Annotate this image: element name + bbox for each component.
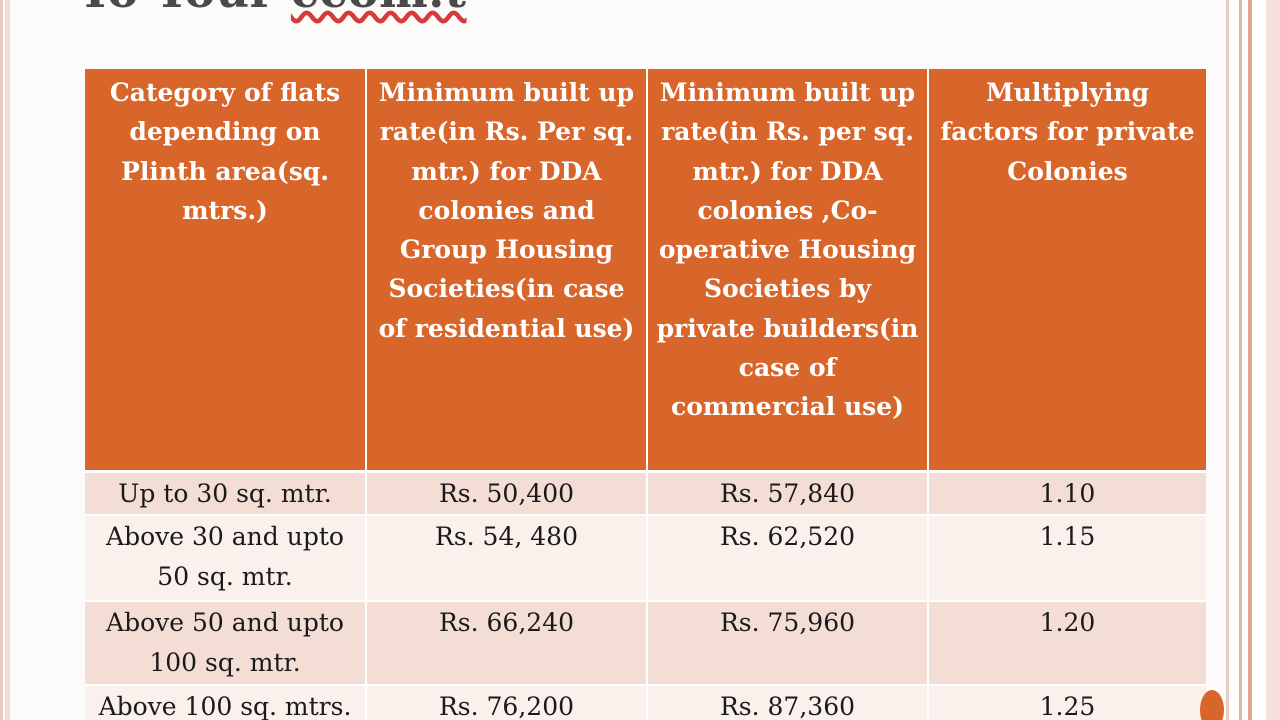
title-misspelled-word: ccom.t — [291, 0, 467, 18]
table-row: Above 30 and upto 50 sq. mtr. Rs. 54, 48… — [85, 514, 1206, 602]
cell-category: Above 50 and upto 100 sq. mtr. — [85, 600, 367, 686]
table-header-row: Category of flats depending on Plinth ar… — [85, 69, 1206, 473]
cell-category: Up to 30 sq. mtr. — [85, 471, 367, 516]
cell-category: Above 100 sq. mtrs. — [85, 684, 367, 720]
slide-right-border — [1226, 0, 1280, 720]
table-row: Above 50 and upto 100 sq. mtr. Rs. 66,24… — [85, 600, 1206, 686]
table-row: Above 100 sq. mtrs. Rs. 76,200 Rs. 87,36… — [85, 684, 1206, 720]
cell-commercial-rate: Rs. 62,520 — [647, 514, 929, 602]
header-dda-commercial-rate: Minimum built up rate(in Rs. per sq. mtr… — [647, 69, 929, 473]
cell-commercial-rate: Rs. 87,360 — [647, 684, 929, 720]
cell-residential-rate: Rs. 76,200 — [366, 684, 648, 720]
header-category: Category of flats depending on Plinth ar… — [85, 69, 367, 473]
header-multiplying-factor: Multiplying factors for private Colonies — [928, 69, 1206, 473]
cell-factor: 1.25 — [928, 684, 1206, 720]
cell-commercial-rate: Rs. 57,840 — [647, 471, 929, 516]
cell-commercial-rate: Rs. 75,960 — [647, 600, 929, 686]
cell-factor: 1.10 — [928, 471, 1206, 516]
cell-factor: 1.20 — [928, 600, 1206, 686]
cell-residential-rate: Rs. 54, 480 — [366, 514, 648, 602]
slide-left-border — [0, 0, 10, 720]
cell-residential-rate: Rs. 66,240 — [366, 600, 648, 686]
cell-category: Above 30 and upto 50 sq. mtr. — [85, 514, 367, 602]
slide-title-fragment: To Your ccom.t — [78, 0, 467, 18]
cell-residential-rate: Rs. 50,400 — [366, 471, 648, 516]
table-row: Up to 30 sq. mtr. Rs. 50,400 Rs. 57,840 … — [85, 471, 1206, 516]
cell-factor: 1.15 — [928, 514, 1206, 602]
title-text: To Your — [78, 0, 274, 18]
decorative-corner-dot — [1200, 690, 1224, 720]
rates-table-container: Category of flats depending on Plinth ar… — [85, 69, 1206, 720]
header-dda-residential-rate: Minimum built up rate(in Rs. Per sq. mtr… — [366, 69, 648, 473]
rates-table: Category of flats depending on Plinth ar… — [85, 69, 1206, 720]
